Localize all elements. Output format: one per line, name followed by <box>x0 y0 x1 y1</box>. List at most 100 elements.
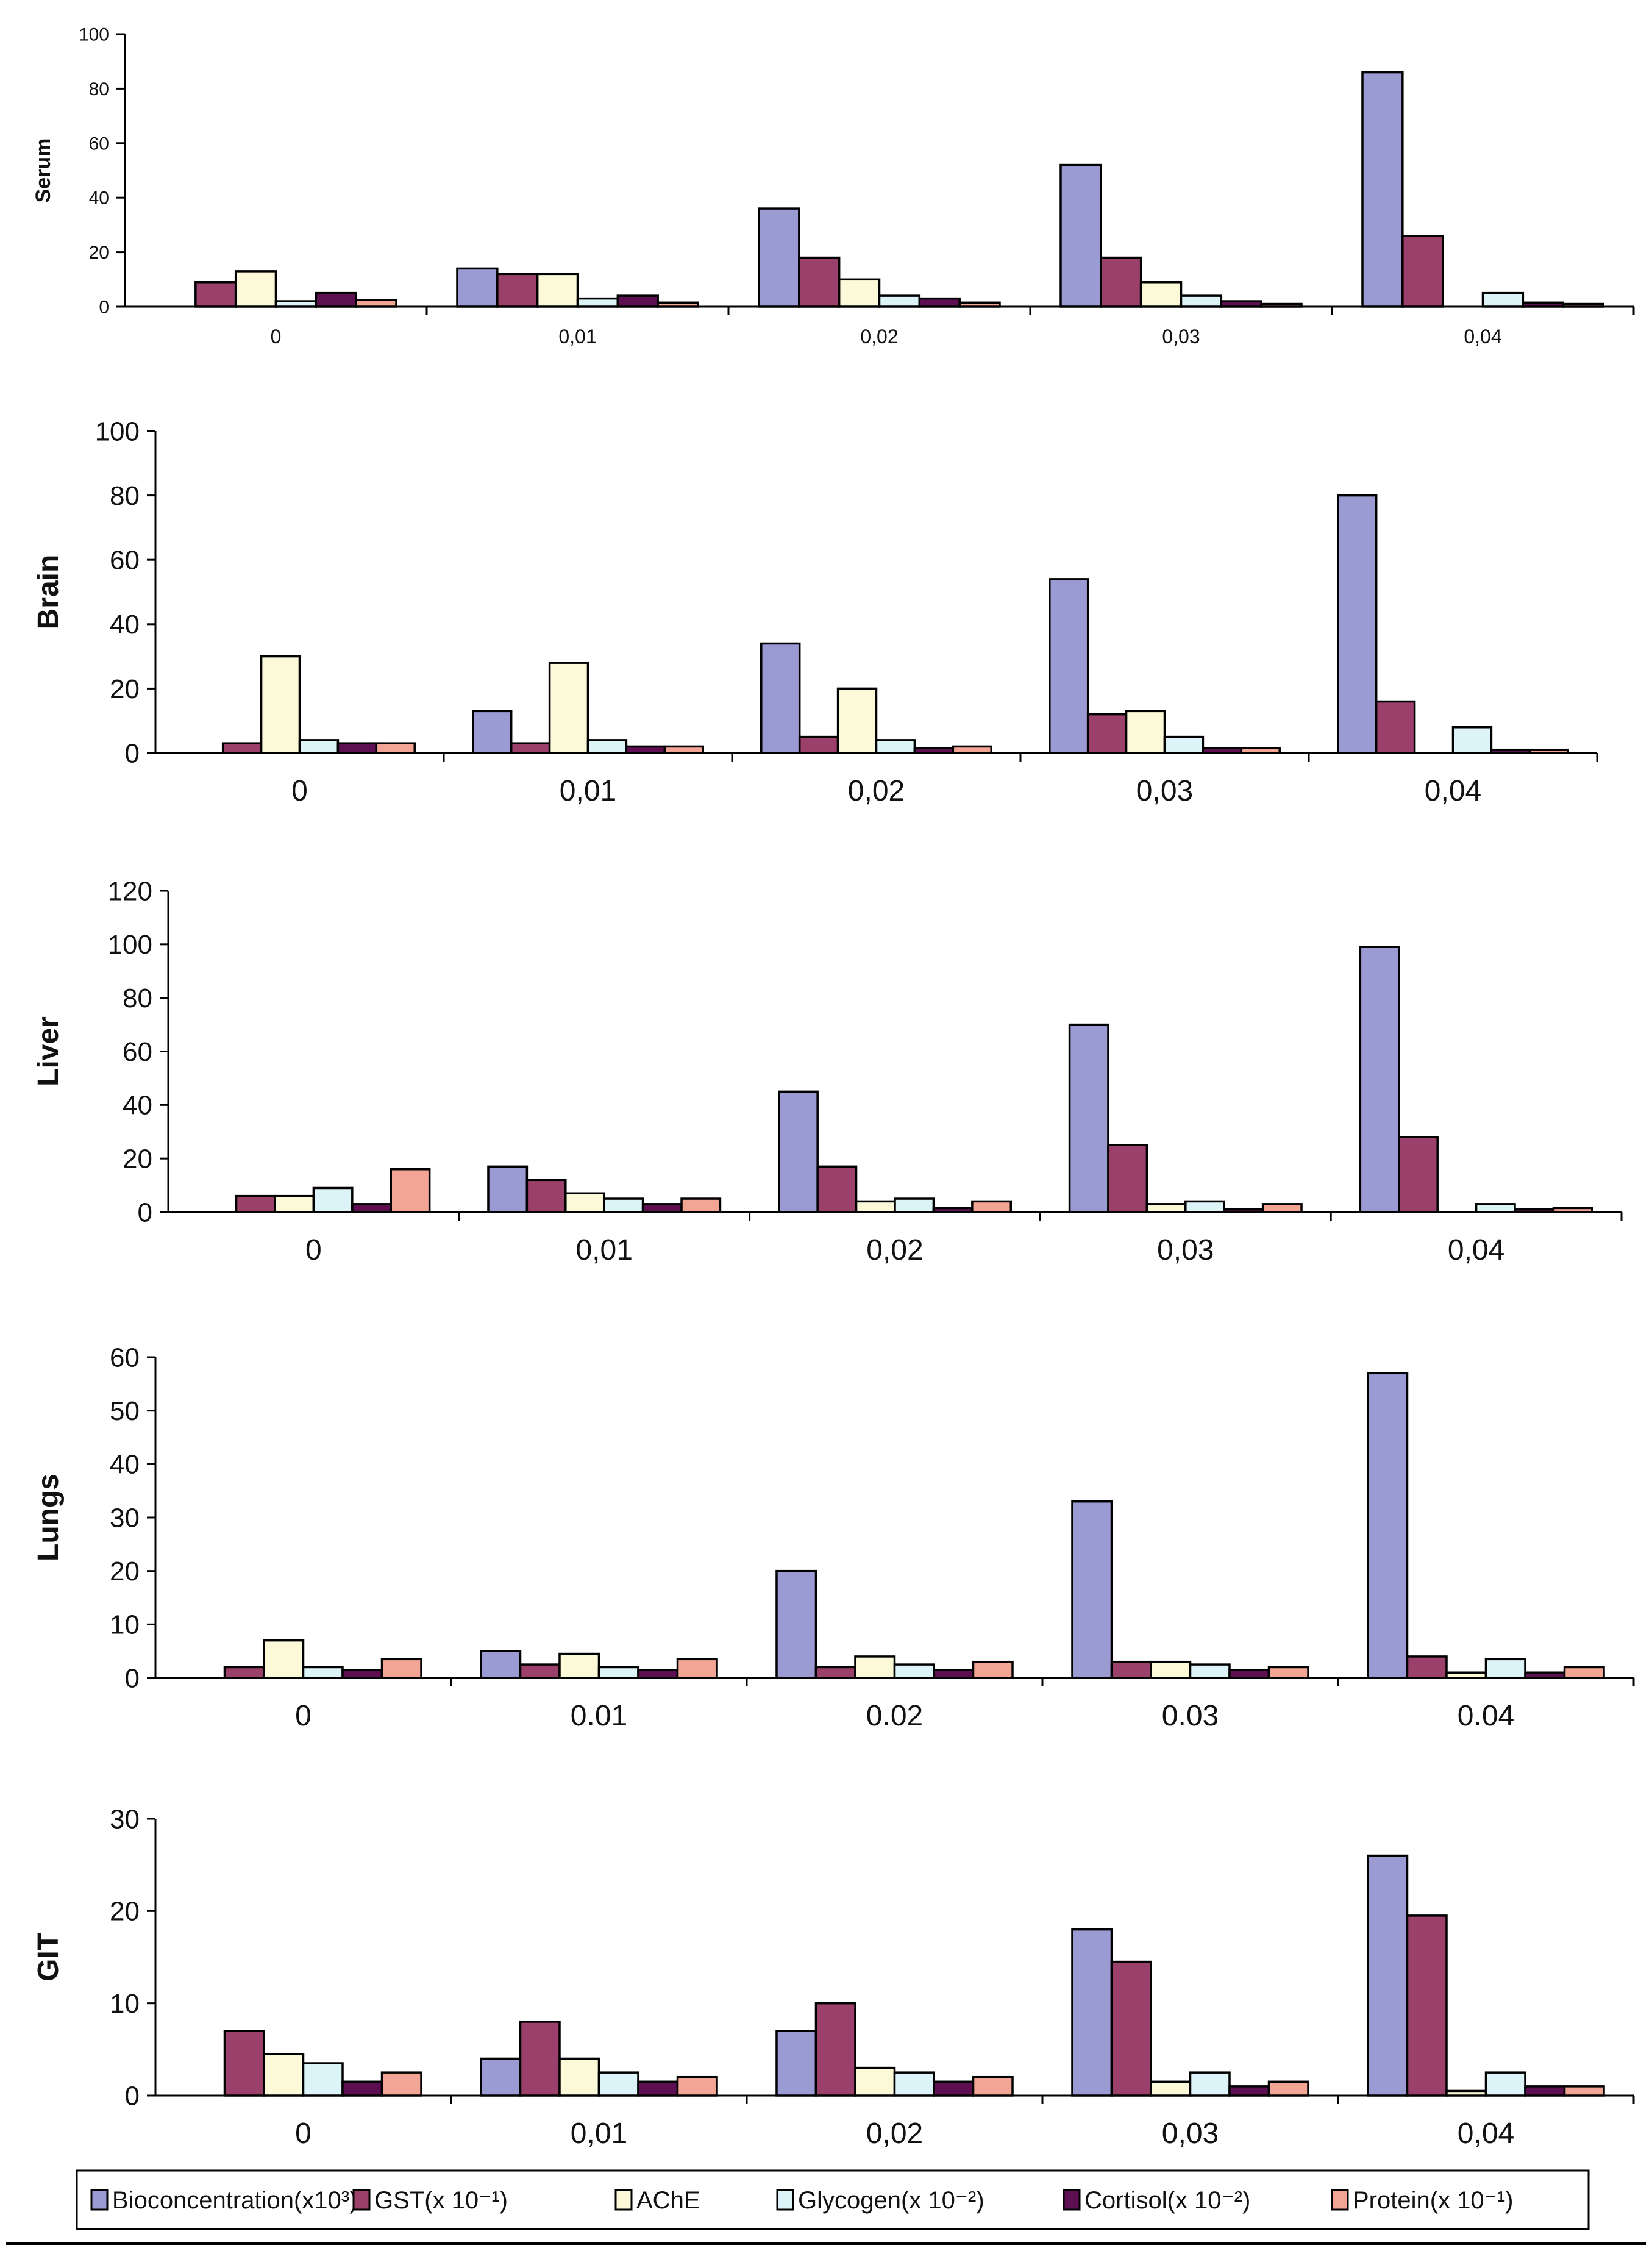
y-axis-title: Brain <box>32 555 65 630</box>
bar-ache-serum-2 <box>838 278 881 308</box>
bar-gst-git-2 <box>814 2002 856 2097</box>
bar-prot-serum-1 <box>657 301 699 308</box>
bar-ache-brain-2 <box>836 687 878 754</box>
bar-gst-brain-3 <box>1086 713 1128 754</box>
bar-ache-liver-0 <box>274 1194 315 1213</box>
bar-bio-brain-1 <box>472 710 513 754</box>
bar-glyc-lungs-0 <box>302 1666 344 1679</box>
bar-bio-git-2 <box>775 2030 817 2097</box>
bar-gst-lungs-2 <box>814 1666 856 1679</box>
bar-bio-git-4 <box>1367 1854 1409 2097</box>
bar-bio-brain-2 <box>760 642 801 754</box>
y-axis-title: GIT <box>32 1933 65 1982</box>
y-tick-label: 0 <box>138 1197 152 1227</box>
y-tick-label: 20 <box>110 1557 140 1586</box>
y-tick-label: 100 <box>95 416 140 446</box>
bar-prot-lungs-2 <box>972 1660 1014 1679</box>
bar-cort-lungs-3 <box>1228 1669 1270 1679</box>
bar-ache-lungs-4 <box>1445 1671 1487 1679</box>
x-tick-label: 0 <box>271 326 282 348</box>
bar-glyc-serum-1 <box>576 297 619 308</box>
bar-prot-serum-2 <box>958 301 1001 308</box>
x-tick-label: 0,03 <box>1136 775 1193 807</box>
y-tick-label: 100 <box>108 930 152 960</box>
x-tick-label: 0 <box>295 1700 312 1732</box>
bar-cort-brain-4 <box>1490 748 1531 754</box>
x-tick-label: 0 <box>305 1234 322 1266</box>
bar-bio-liver-4 <box>1359 946 1400 1213</box>
legend-swatch <box>614 2189 633 2211</box>
bar-glyc-lungs-2 <box>893 1663 935 1679</box>
bar-glyc-liver-1 <box>603 1197 644 1213</box>
bar-gst-serum-2 <box>798 256 841 308</box>
bar-cort-lungs-0 <box>341 1669 383 1679</box>
bar-prot-git-3 <box>1267 2080 1309 2097</box>
bar-bio-git-1 <box>480 2057 522 2097</box>
bar-gst-lungs-4 <box>1406 1655 1448 1679</box>
y-tick-label: 20 <box>123 1144 152 1174</box>
bar-prot-lungs-1 <box>676 1658 718 1679</box>
y-tick-label: 50 <box>110 1396 140 1426</box>
bar-cort-lungs-2 <box>933 1669 975 1679</box>
bar-glyc-liver-3 <box>1184 1200 1225 1213</box>
x-tick-label: 0 <box>291 775 308 807</box>
bar-gst-brain-2 <box>798 735 839 754</box>
bar-cort-lungs-4 <box>1524 1671 1566 1679</box>
bar-bio-serum-1 <box>456 267 499 308</box>
y-tick-label: 20 <box>110 1897 140 1927</box>
x-tick-label: 0.04 <box>1458 1700 1514 1732</box>
x-tick-label: 0,01 <box>575 1234 632 1266</box>
y-tick-label: 40 <box>110 1450 140 1480</box>
y-tick-label: 10 <box>110 1989 140 2019</box>
bar-ache-liver-1 <box>564 1192 605 1213</box>
bar-prot-liver-2 <box>971 1200 1012 1213</box>
x-tick-label: 0.03 <box>1162 1700 1219 1732</box>
legend-swatch <box>1063 2189 1081 2211</box>
y-tick-label: 20 <box>110 674 140 704</box>
bar-bio-brain-4 <box>1337 494 1378 754</box>
legend-item-cort: Cortisol(x 10⁻²) <box>1063 2187 1250 2214</box>
bar-gst-liver-2 <box>816 1165 858 1213</box>
bar-prot-liver-1 <box>680 1197 722 1213</box>
bar-prot-liver-0 <box>390 1168 431 1213</box>
bar-bio-brain-3 <box>1049 578 1089 754</box>
y-axis-title: Serum <box>32 138 55 203</box>
panel-liver: 0 20 40 60 80 100 120 Liver 0 0,01 0,02 0,03 0,04 <box>32 876 1623 1266</box>
x-tick-label: 0,04 <box>1458 2118 1514 2150</box>
bar-ache-brain-1 <box>548 662 589 754</box>
y-tick-label: 40 <box>89 188 109 209</box>
bar-gst-serum-0 <box>194 281 237 308</box>
legend-item-ache: AChE <box>614 2187 700 2214</box>
legend-label: Glycogen(x 10⁻²) <box>798 2187 984 2214</box>
bar-ache-lungs-2 <box>854 1655 896 1679</box>
bar-cort-liver-0 <box>351 1203 392 1213</box>
x-tick-label: 0,01 <box>558 326 596 348</box>
y-tick-label: 120 <box>108 876 152 906</box>
bar-bio-liver-3 <box>1068 1023 1109 1213</box>
y-tick-label: 100 <box>79 25 109 45</box>
x-tick-label: 0,03 <box>1162 2118 1219 2150</box>
bar-ache-brain-3 <box>1125 710 1166 754</box>
bar-bio-serum-3 <box>1059 163 1102 308</box>
bar-glyc-serum-4 <box>1481 291 1525 308</box>
legend-items: Bioconcentration(x10³) GST(x 10⁻¹) AChE Gly… <box>90 2187 1513 2214</box>
bar-gst-liver-4 <box>1398 1136 1439 1213</box>
bar-gst-brain-1 <box>510 742 551 754</box>
bar-glyc-serum-2 <box>878 294 921 308</box>
bar-prot-serum-3 <box>1260 302 1303 308</box>
bar-bio-lungs-4 <box>1367 1372 1409 1679</box>
bar-ache-git-3 <box>1150 2080 1192 2097</box>
bar-ache-git-2 <box>854 2066 896 2097</box>
bar-ache-git-4 <box>1445 2089 1487 2097</box>
legend-label: Cortisol(x 10⁻²) <box>1084 2187 1250 2214</box>
x-tick-label: 0,04 <box>1448 1234 1504 1266</box>
bar-gst-git-0 <box>223 2030 265 2097</box>
legend-swatch <box>1331 2189 1349 2211</box>
y-tick-label: 80 <box>123 983 152 1013</box>
bar-glyc-lungs-3 <box>1189 1663 1231 1679</box>
bar-prot-lungs-4 <box>1563 1666 1605 1679</box>
bar-cort-git-0 <box>341 2080 383 2097</box>
bar-prot-git-4 <box>1563 2085 1605 2097</box>
bar-prot-brain-4 <box>1528 748 1569 754</box>
